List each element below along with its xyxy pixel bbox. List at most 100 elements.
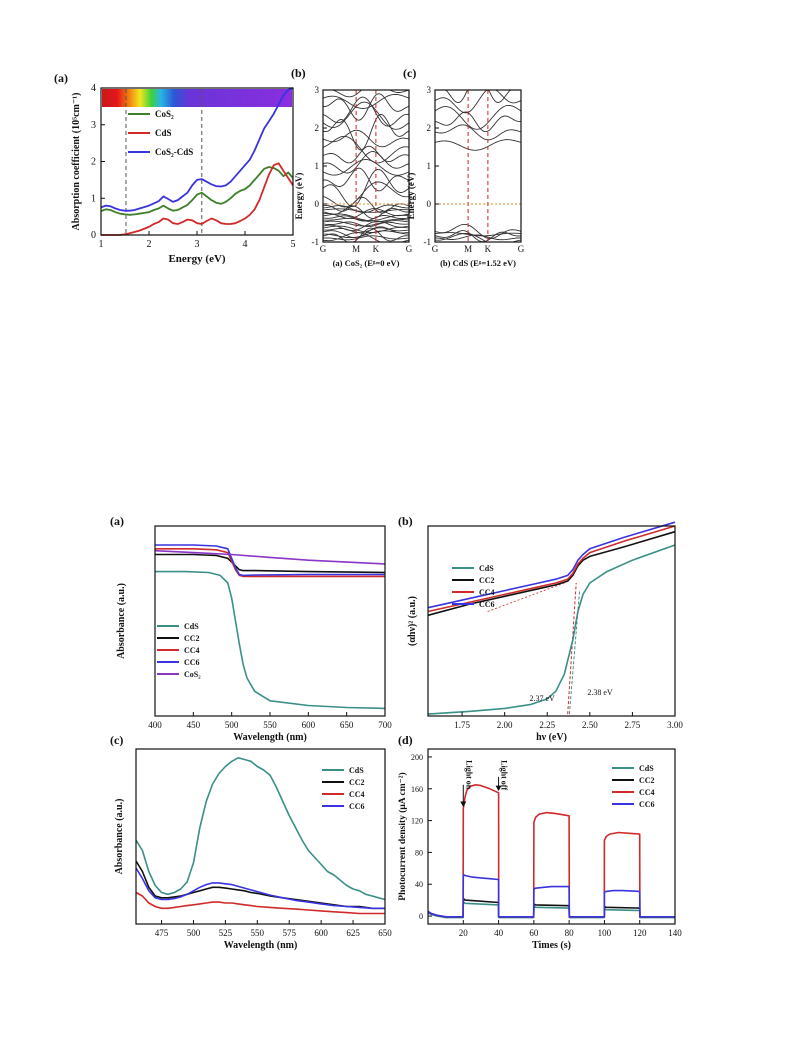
chart-bottom-c: 475 500 525 550 575 600 625 650 CdS CC2 CC4 CC6 Abso… [110,733,392,951]
kpoint-label: G [320,244,327,254]
x-axis-label: Energy (eV) [168,253,225,265]
band-line [323,89,410,98]
series-line-3 [427,521,676,609]
band-line [434,89,522,114]
legend-label: CoS₂-CdS [155,147,193,157]
band-line [434,104,522,130]
kpoint-label: K [373,244,380,254]
band-line [322,159,410,176]
band-line [434,232,522,237]
band-line [322,101,410,130]
plot-frame [100,87,294,236]
y-tick-label: 3 [427,85,432,95]
series-line-3 [155,544,385,577]
x-tick-label: 650 [378,928,392,938]
plot-frame [427,525,676,717]
x-tick-label: 4 [243,239,248,250]
spectrum-bar [102,89,292,107]
legend-label: CC6 [639,800,655,809]
legend-label: CC4 [639,788,655,797]
band-line [322,196,410,214]
x-tick-label: 500 [187,928,201,938]
band-line [322,135,410,164]
x-tick-label: 120 [633,928,647,938]
y-tick-label: 3 [315,85,320,95]
y-tick-label: 160 [411,785,423,794]
series-line-3 [135,867,385,910]
x-tick-label: 1.75 [454,720,470,730]
x-tick-label: 500 [225,720,239,730]
panel-caption: (b) CdS (Eᵍ=1.52 eV) [440,258,516,268]
band-line [322,205,410,219]
x-axis-label: Times (s) [532,940,571,951]
band-line [322,94,410,109]
x-tick-label: 140 [668,928,682,938]
annotation-text: Light off [500,760,509,790]
x-tick-label: 625 [346,928,360,938]
arrow-head [495,785,502,792]
x-tick-label: 450 [187,720,201,730]
series-line-0 [100,166,294,216]
x-tick-label: 60 [529,928,539,938]
panel-letter: (c) [403,66,416,80]
legend-label: CdS [184,622,199,631]
y-tick-label: 2 [315,123,320,133]
chart-bottom-d: 20 40 60 80 100 120 140 0 40 80 120 160 200 CdS CC2 CC4… [397,733,682,951]
series-line-0 [427,544,676,715]
series-line-2 [135,891,385,915]
kpoint-label: G [518,244,525,254]
y-tick-label: 40 [415,880,423,889]
band-line [434,230,522,243]
x-tick-label: 80 [565,928,575,938]
y-axis-label: Energy (eV) [294,173,304,220]
x-axis-label: Wavelength (nm) [224,940,298,951]
band-line [322,220,410,227]
series-line-1 [155,553,386,574]
band-line [434,223,522,239]
band-line [322,129,410,148]
panel-letter: (a) [110,514,124,528]
y-tick-label: 3 [91,120,96,131]
band-line [322,221,410,228]
band-line [322,96,410,127]
series-line-2 [427,525,676,613]
y-axis-label: Energy (eV) [406,173,416,220]
annotation-text: 2.38 eV [587,688,613,697]
series-line-0 [155,570,386,710]
x-tick-label: 700 [378,720,392,730]
annotation-text: 2.37 eV [529,694,555,703]
tangent-line [568,590,581,715]
x-tick-label: 475 [155,928,169,938]
arrow-head [460,801,467,808]
x-tick-label: 2.50 [582,720,598,730]
band-line [323,230,410,239]
band-line [322,93,410,121]
legend-label: CC6 [349,802,365,811]
legend-label: CdS [155,128,172,138]
x-tick-label: 550 [263,720,277,730]
panel-caption: (a) CoS₂ (Eᵍ=0 eV) [333,258,400,268]
y-tick-label: 2 [427,123,432,133]
legend-label: CdS [479,564,494,573]
band-line [434,111,522,133]
legend-label: CoS₂ [184,670,201,679]
x-tick-label: 600 [302,720,316,730]
legend-label: CC6 [479,600,495,609]
y-tick-label: 0 [91,230,96,241]
x-tick-label: 20 [459,928,469,938]
x-axis-label: Wavelength (nm) [233,732,307,743]
series-line-0 [427,900,675,919]
band-line [322,208,410,219]
legend-label: CC2 [184,634,200,643]
y-tick-label: 1 [315,161,320,171]
tangent-line [567,582,577,715]
y-tick-label: 0 [427,199,432,209]
x-tick-label: 1 [99,239,104,250]
y-tick-label: 80 [415,848,423,857]
y-axis-label: Absorbance (a.u.) [116,583,127,659]
chart-bottom-b: 1.75 2.00 2.25 2.50 2.75 3.00 CdS CC2 CC4 CC6 2.37… [398,514,683,743]
y-tick-label: -1 [312,237,320,247]
band-line [322,145,410,164]
kpoint-label: G [406,244,413,254]
